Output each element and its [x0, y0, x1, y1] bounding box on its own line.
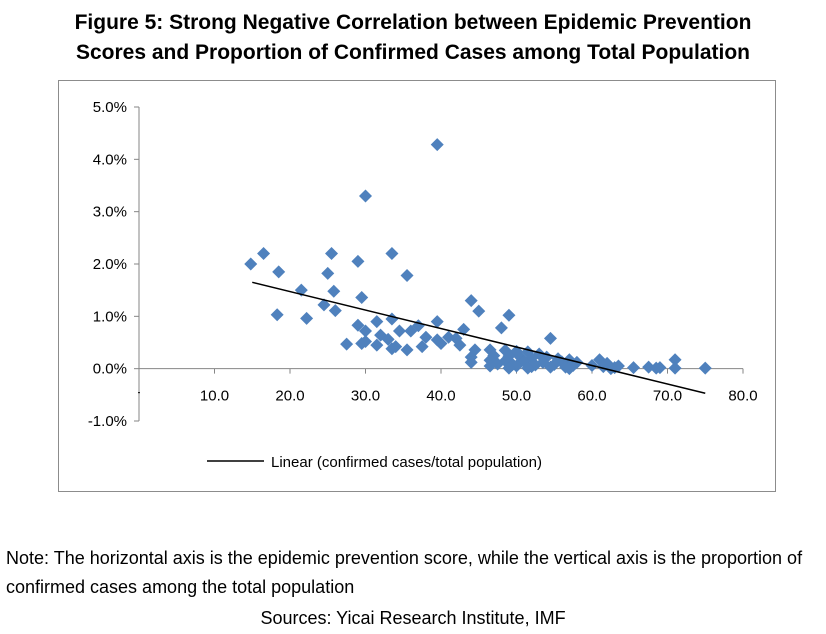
scatter-point: [385, 342, 399, 356]
scatter-point: [300, 311, 314, 325]
scatter-point: [381, 332, 395, 346]
scatter-point: [642, 360, 656, 374]
scatter-point: [494, 321, 508, 335]
scatter-point: [502, 361, 516, 375]
scatter-point: [419, 330, 433, 344]
scatter-point: [668, 353, 682, 367]
scatter-point: [649, 361, 663, 375]
scatter-point: [562, 362, 576, 376]
scatter-point: [325, 247, 339, 261]
scatter-plot: -1.0% 0.0% 1.0% 2.0% 3.0% 4.0% 5.0% 10.0 20.0 30.…: [88, 99, 758, 471]
scatter-point: [340, 337, 354, 351]
legend-label: Linear (confirmed cases/total population…: [271, 454, 542, 471]
trendline: [252, 281, 706, 394]
scatter-point: [257, 247, 271, 261]
scatter-point: [430, 315, 444, 329]
scatter-point: [415, 340, 429, 354]
x-tick-label: 60.0: [577, 388, 606, 405]
scatter-point: [351, 318, 365, 332]
scatter-point: [392, 324, 406, 338]
x-tick-label: 50.0: [502, 388, 531, 405]
chart-note: Note: The horizontal axis is the epidemi…: [6, 548, 803, 597]
scatter-point: [627, 361, 641, 375]
y-tick-label: 3.0%: [93, 204, 127, 221]
scatter-point: [521, 361, 535, 375]
scatter-point: [434, 337, 448, 351]
scatter-point: [668, 361, 682, 375]
scatter-point: [472, 304, 486, 318]
scatter-point: [400, 269, 414, 283]
scatter-point: [430, 138, 444, 152]
scatter-point: [442, 330, 456, 344]
scatter-point: [385, 312, 399, 326]
scatter-point: [502, 308, 516, 322]
x-tick-label: 40.0: [426, 388, 455, 405]
scatter-point: [404, 324, 418, 338]
scatter-point: [327, 284, 341, 298]
y-tick-label: 1.0%: [93, 308, 127, 325]
y-tick-label: 0.0%: [93, 361, 127, 378]
chart-title-line-1: Figure 5: Strong Negative Correlation be…: [74, 11, 752, 34]
chart-frame: -1.0% 0.0% 1.0% 2.0% 3.0% 4.0% 5.0% 10.0 20.0 30.…: [58, 80, 776, 492]
x-tick-label: 70.0: [653, 388, 682, 405]
scatter-point: [400, 343, 414, 357]
chart-sources: Sources: Yicai Research Institute, IMF: [260, 608, 566, 628]
y-tick-label: 5.0%: [93, 99, 127, 116]
scatter-point: [543, 331, 557, 345]
scatter-point: [359, 189, 372, 203]
scatter-point: [244, 257, 258, 271]
scatter-point: [543, 360, 557, 374]
chart-title-line-2: Scores and Proportion of Confirmed Cases…: [76, 41, 750, 64]
x-tick-label: 10.0: [200, 388, 229, 405]
x-tick-label: 80.0: [728, 388, 757, 405]
scatter-point: [355, 290, 369, 304]
y-tick-label: 4.0%: [93, 151, 127, 168]
scatter-point: [457, 322, 471, 336]
scatter-point: [698, 361, 712, 375]
scatter-point: [351, 254, 365, 268]
x-tick-label: 20.0: [275, 388, 304, 405]
scatter-point: [370, 338, 384, 352]
scatter-point: [385, 247, 399, 261]
scatter-point: [464, 355, 478, 369]
x-tick-label: 30.0: [351, 388, 380, 405]
scatter-point: [453, 338, 467, 352]
scatter-point: [270, 308, 284, 322]
scatter-point: [370, 315, 384, 329]
scatter-point: [483, 359, 497, 373]
chart-title: Figure 5: Strong Negative Correlation be…: [0, 8, 826, 68]
scatter-point: [321, 266, 335, 280]
scatter-point: [355, 337, 369, 351]
y-tick-label: -1.0%: [88, 413, 127, 430]
scatter-point: [317, 298, 331, 312]
scatter-point: [359, 324, 372, 338]
y-tick-label: 2.0%: [93, 256, 127, 273]
scatter-point: [272, 265, 286, 279]
scatter-point: [328, 304, 342, 318]
scatter-point: [604, 362, 618, 376]
scatter-point: [464, 294, 478, 308]
